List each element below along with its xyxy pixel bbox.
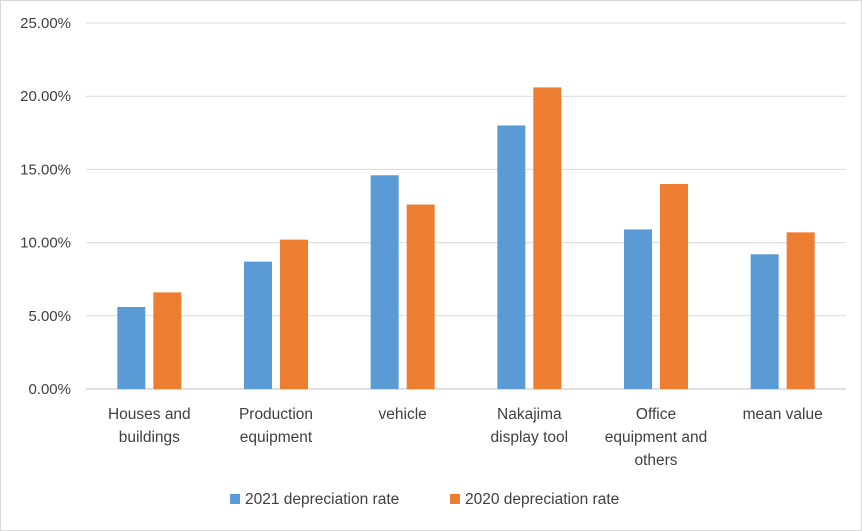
x-tick-label: equipment <box>240 429 313 446</box>
legend-label: 2021 depreciation rate <box>245 491 399 508</box>
x-tick-label: Houses and <box>108 406 191 423</box>
x-tick-label: others <box>634 452 677 469</box>
bar <box>533 87 562 389</box>
bar <box>660 184 688 389</box>
x-tick-label: mean value <box>743 406 823 423</box>
bar <box>244 261 272 389</box>
x-tick-label: equipment and <box>605 429 708 446</box>
x-tick-label: vehicle <box>379 406 427 423</box>
y-tick-label: 15.00% <box>20 161 71 178</box>
legend-swatch <box>450 494 460 504</box>
bar <box>280 239 308 389</box>
bar <box>624 229 652 389</box>
x-tick-label: Nakajima <box>497 406 562 423</box>
bar <box>750 254 779 389</box>
bar <box>406 204 435 389</box>
y-tick-label: 0.00% <box>28 381 71 398</box>
y-axis-ticks: 0.00% 5.00% 10.00% 15.00% 20.00% 25.00% <box>20 15 71 398</box>
x-tick-label: Production <box>239 406 313 423</box>
bar <box>497 125 526 389</box>
x-tick-label: Office <box>636 406 676 423</box>
x-tick-label: display tool <box>491 429 569 446</box>
x-axis-ticks: Houses and buildings Production equipment ve… <box>108 406 823 469</box>
y-tick-label: 25.00% <box>20 15 71 32</box>
legend-swatch <box>230 494 240 504</box>
bar <box>117 307 146 389</box>
y-tick-label: 10.00% <box>20 235 71 252</box>
bar <box>153 292 182 389</box>
bar <box>786 232 815 389</box>
legend-label: 2020 depreciation rate <box>465 491 619 508</box>
y-tick-label: 20.00% <box>20 88 71 105</box>
y-tick-label: 5.00% <box>28 308 71 325</box>
bars <box>117 87 815 389</box>
bar <box>370 175 399 389</box>
gridlines <box>86 22 846 390</box>
legend: 2021 depreciation rate 2020 depreciation … <box>230 491 619 508</box>
x-tick-label: buildings <box>119 429 180 446</box>
